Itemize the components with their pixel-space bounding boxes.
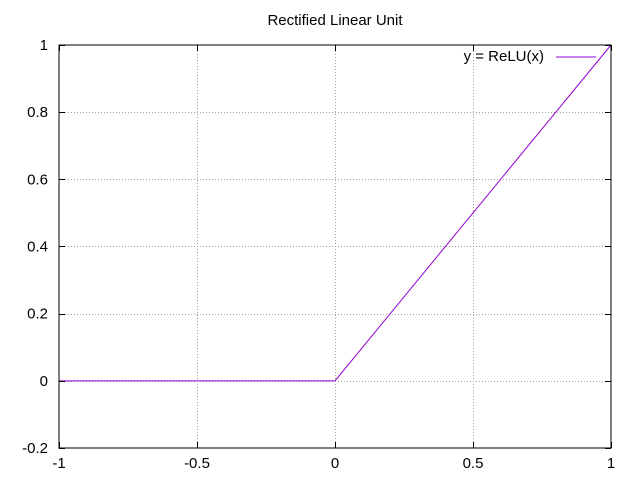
- series-line-relu: [59, 44, 612, 382]
- y-tick-label: 0: [40, 373, 48, 390]
- tick-labels: -1 -0.5 0 0.5 1 -0.2 0 0.2 0.4 0.6 0.8 1: [22, 37, 615, 472]
- y-tick-label: -0.2: [22, 440, 48, 457]
- x-tick-label: -0.5: [184, 455, 210, 472]
- y-tick-label: 0.2: [27, 306, 48, 323]
- x-tick-label: 0.5: [463, 455, 484, 472]
- x-tick-label: 1: [607, 455, 615, 472]
- ticks: [59, 45, 612, 449]
- legend-label: y = ReLU(x): [464, 48, 544, 65]
- y-tick-label: 1: [40, 37, 48, 54]
- x-tick-label: -1: [52, 455, 65, 472]
- chart-title: Rectified Linear Unit: [267, 12, 403, 29]
- y-tick-label: 0.4: [27, 239, 48, 256]
- x-tick-label: 0: [331, 455, 339, 472]
- grid: [59, 45, 611, 448]
- y-tick-label: 0.8: [27, 104, 48, 121]
- series-layer: [59, 44, 612, 382]
- y-tick-label: 0.6: [27, 171, 48, 188]
- legend: y = ReLU(x): [464, 48, 596, 65]
